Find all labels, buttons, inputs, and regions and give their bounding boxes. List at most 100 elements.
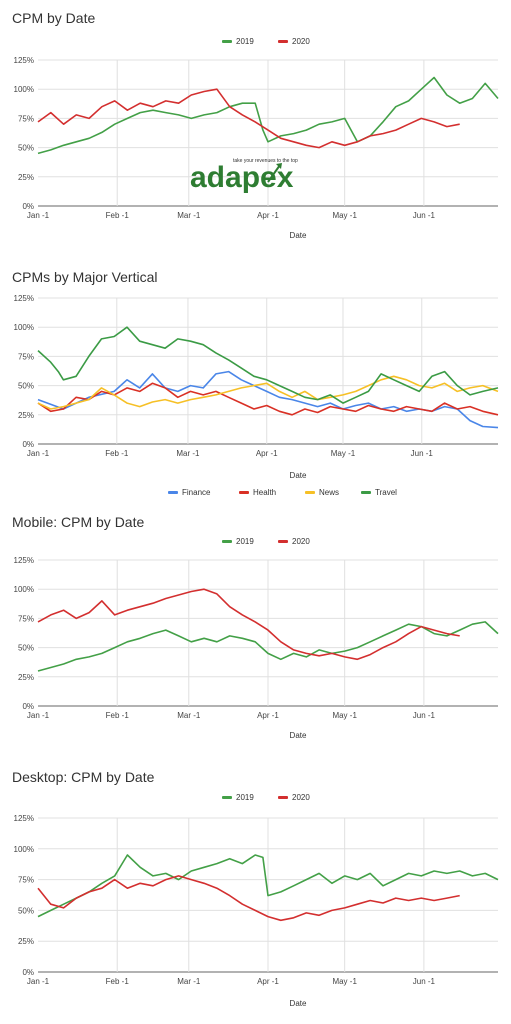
x-tick-label: Apr -1 bbox=[257, 211, 279, 220]
legend-item-travel[interactable]: Travel bbox=[361, 488, 397, 497]
chart-legend: Finance Health News Travel bbox=[0, 488, 511, 502]
series-line-2020 bbox=[37, 875, 460, 922]
x-tick-label: Jan -1 bbox=[27, 211, 50, 220]
series-line-2019 bbox=[37, 854, 499, 918]
chart-plot: 0% 25% 50% 75% 100% 125% Jan -1 Feb -1 Mar -1 Apr… bbox=[14, 556, 499, 740]
x-tick-label: Jun -1 bbox=[413, 977, 436, 986]
legend-item-news[interactable]: News bbox=[305, 488, 339, 497]
legend-swatch bbox=[278, 540, 288, 544]
y-tick-label: 25% bbox=[18, 173, 34, 182]
legend-item-2019[interactable]: 2019 bbox=[222, 537, 254, 546]
arrow-head-icon bbox=[276, 163, 282, 169]
y-tick-label: 75% bbox=[18, 876, 34, 885]
legend-item-2020[interactable]: 2020 bbox=[278, 537, 310, 546]
legend-swatch bbox=[222, 540, 232, 544]
chart-panel-mobile-cpm: Mobile: CPM by Date 0% 25% 50% 75% 100% 125% J… bbox=[0, 506, 511, 762]
y-tick-label: 0% bbox=[22, 702, 34, 711]
y-tick-label: 50% bbox=[18, 382, 34, 391]
y-tick-label: 50% bbox=[18, 644, 34, 653]
y-tick-label: 125% bbox=[14, 814, 34, 823]
y-tick-label: 125% bbox=[14, 294, 34, 303]
chart-title: Desktop: CPM by Date bbox=[12, 769, 155, 785]
series-line-travel bbox=[37, 326, 499, 404]
chart-plot: 0% 25% 50% 75% 100% 125% Jan -1 Feb -1 Mar -1 Apr… bbox=[14, 814, 499, 1008]
legend-swatch bbox=[305, 491, 315, 495]
legend-label: 2020 bbox=[292, 793, 310, 802]
y-tick-label: 0% bbox=[22, 440, 34, 449]
x-tick-label: Jan -1 bbox=[27, 449, 50, 458]
x-tick-label: Jun -1 bbox=[413, 711, 436, 720]
logo-text: adapex bbox=[190, 161, 294, 194]
y-tick-label: 125% bbox=[14, 556, 34, 565]
chart-legend: 2019 2020 bbox=[0, 793, 511, 807]
legend-item-2020[interactable]: 2020 bbox=[278, 37, 310, 46]
chart-panel-desktop-cpm: Desktop: CPM by Date 0% 25% 50% 75% 100% 125%… bbox=[0, 762, 511, 1024]
legend-swatch bbox=[222, 796, 232, 800]
series-line-2019 bbox=[37, 76, 499, 155]
legend-swatch bbox=[168, 491, 178, 495]
x-tick-label: Jan -1 bbox=[27, 977, 50, 986]
chart-title: Mobile: CPM by Date bbox=[12, 514, 145, 530]
y-tick-label: 75% bbox=[18, 114, 34, 123]
x-tick-label: Apr -1 bbox=[256, 449, 278, 458]
x-tick-label: May -1 bbox=[332, 211, 357, 220]
x-tick-label: Mar -1 bbox=[177, 211, 201, 220]
chart-title: CPM by Date bbox=[12, 10, 96, 26]
legend-item-health[interactable]: Health bbox=[239, 488, 276, 497]
x-tick-label: Feb -1 bbox=[106, 211, 130, 220]
x-tick-label: Feb -1 bbox=[106, 977, 130, 986]
x-tick-label: Feb -1 bbox=[105, 449, 129, 458]
legend-swatch bbox=[278, 40, 288, 44]
legend-swatch bbox=[278, 796, 288, 800]
x-tick-label: Mar -1 bbox=[177, 977, 201, 986]
chart-plot: 0% 25% 50% 75% 100% 125% Jan -1 Feb -1 Mar -1 Apr… bbox=[14, 56, 499, 240]
legend-label: Travel bbox=[375, 488, 397, 497]
x-tick-label: Mar -1 bbox=[176, 449, 200, 458]
y-tick-label: 50% bbox=[18, 906, 34, 915]
chart-legend: 2019 2020 bbox=[0, 537, 511, 551]
legend-item-2019[interactable]: 2019 bbox=[222, 793, 254, 802]
y-tick-label: 100% bbox=[14, 585, 34, 594]
y-tick-label: 25% bbox=[18, 937, 34, 946]
x-tick-label: Apr -1 bbox=[257, 977, 279, 986]
legend-swatch bbox=[222, 40, 232, 44]
series-line-news bbox=[37, 375, 499, 410]
logo-tagline: take your revenues to the top bbox=[233, 158, 298, 164]
x-tick-label: May -1 bbox=[332, 711, 357, 720]
legend-swatch bbox=[361, 491, 371, 495]
arrow-icon bbox=[267, 164, 281, 183]
legend-swatch bbox=[239, 491, 249, 495]
x-tick-label: Mar -1 bbox=[177, 711, 201, 720]
chart-legend: 2019 2020 bbox=[0, 37, 511, 51]
legend-label: 2020 bbox=[292, 37, 310, 46]
legend-label: 2020 bbox=[292, 537, 310, 546]
y-tick-label: 25% bbox=[18, 673, 34, 682]
legend-item-2020[interactable]: 2020 bbox=[278, 793, 310, 802]
legend-item-2019[interactable]: 2019 bbox=[222, 37, 254, 46]
y-tick-label: 0% bbox=[22, 202, 34, 211]
x-tick-label: Jun -1 bbox=[411, 449, 434, 458]
x-axis-title: Date bbox=[290, 471, 307, 480]
legend-label: 2019 bbox=[236, 37, 254, 46]
x-axis-title: Date bbox=[290, 999, 307, 1008]
x-tick-label: May -1 bbox=[331, 449, 356, 458]
x-tick-label: May -1 bbox=[332, 977, 357, 986]
y-tick-label: 0% bbox=[22, 968, 34, 977]
x-axis-title: Date bbox=[290, 731, 307, 740]
y-tick-label: 25% bbox=[18, 411, 34, 420]
chart-plot: 0% 25% 50% 75% 100% 125% Jan -1 Feb -1 Mar -1 Apr… bbox=[14, 294, 499, 480]
chart-title: CPMs by Major Vertical bbox=[12, 269, 158, 285]
legend-item-finance[interactable]: Finance bbox=[168, 488, 210, 497]
y-tick-label: 100% bbox=[14, 85, 34, 94]
adapex-logo: adapex take your revenues to the top bbox=[190, 158, 298, 194]
x-tick-label: Jun -1 bbox=[413, 211, 436, 220]
y-tick-label: 100% bbox=[14, 323, 34, 332]
legend-label: 2019 bbox=[236, 537, 254, 546]
legend-label: News bbox=[319, 488, 340, 497]
legend-label: 2019 bbox=[236, 793, 254, 802]
chart-panel-cpms-by-vertical: CPMs by Major Vertical 0% 25% 50% 75% 100% 12… bbox=[0, 256, 511, 506]
series-line-2020 bbox=[37, 588, 460, 661]
y-tick-label: 125% bbox=[14, 56, 34, 65]
y-tick-label: 75% bbox=[18, 614, 34, 623]
y-tick-label: 100% bbox=[14, 845, 34, 854]
